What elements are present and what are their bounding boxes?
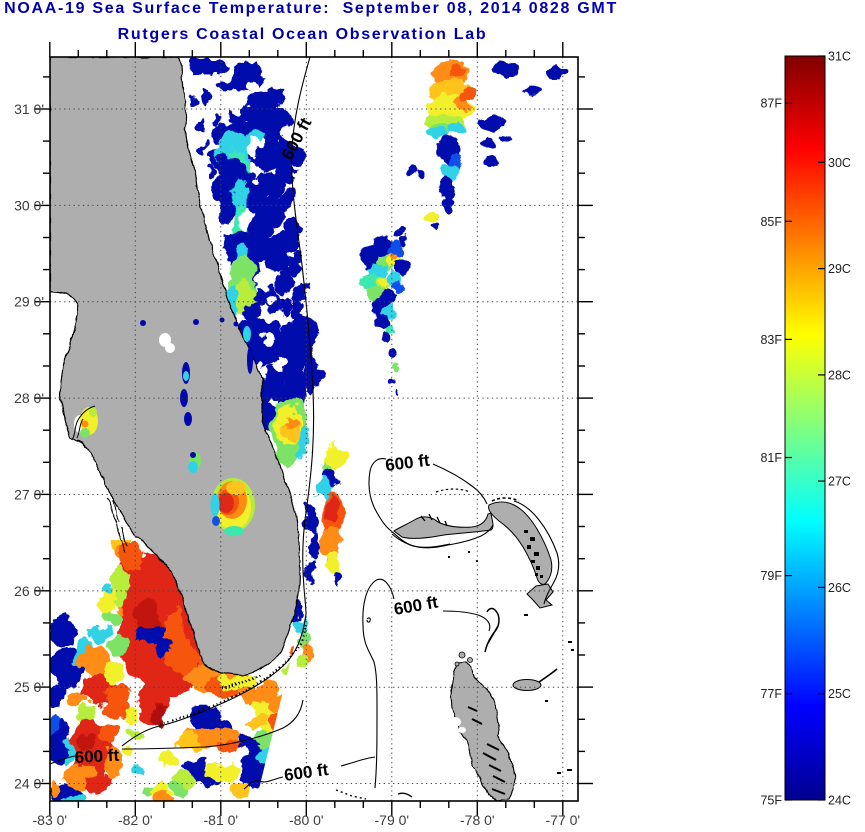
svg-text:-79 0': -79 0' (375, 812, 410, 828)
svg-text:29 0': 29 0' (14, 294, 44, 310)
svg-text:600 ft: 600 ft (74, 746, 120, 767)
svg-text:31 0': 31 0' (14, 101, 44, 117)
svg-text:26 0': 26 0' (14, 583, 44, 599)
svg-text:-77 0': -77 0' (546, 812, 581, 828)
svg-text:27 0': 27 0' (14, 486, 44, 502)
svg-text:31C: 31C (828, 50, 851, 64)
svg-text:-82 0': -82 0' (118, 812, 153, 828)
svg-text:-78 0': -78 0' (460, 812, 495, 828)
svg-text:24C: 24C (828, 794, 851, 808)
svg-text:30C: 30C (828, 156, 851, 170)
svg-text:600 ft: 600 ft (384, 451, 431, 475)
svg-text:77F: 77F (760, 687, 782, 701)
svg-text:83F: 83F (760, 333, 782, 347)
svg-text:28C: 28C (828, 368, 851, 382)
svg-text:27C: 27C (828, 475, 851, 489)
svg-text:29C: 29C (828, 262, 851, 276)
svg-text:30 0': 30 0' (14, 197, 44, 213)
svg-text:26C: 26C (828, 581, 851, 595)
svg-text:-83 0': -83 0' (33, 812, 68, 828)
svg-text:-81 0': -81 0' (204, 812, 239, 828)
svg-text:-80 0': -80 0' (289, 812, 324, 828)
svg-text:75F: 75F (760, 794, 782, 808)
svg-text:25 0': 25 0' (14, 679, 44, 695)
svg-text:600 ft: 600 ft (392, 592, 439, 618)
svg-text:87F: 87F (760, 97, 782, 111)
svg-text:28 0': 28 0' (14, 390, 44, 406)
svg-text:25C: 25C (828, 687, 851, 701)
svg-text:85F: 85F (760, 215, 782, 229)
svg-text:79F: 79F (760, 569, 782, 583)
svg-text:81F: 81F (760, 451, 782, 465)
svg-text:24 0': 24 0' (14, 776, 44, 792)
